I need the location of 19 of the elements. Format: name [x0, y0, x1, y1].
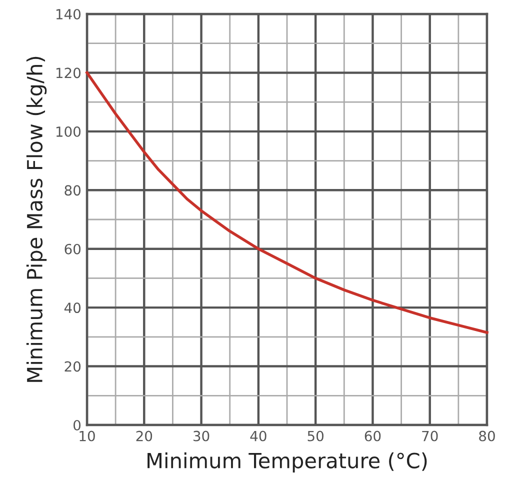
x-tick-label: 70 — [422, 430, 438, 442]
y-tick-label: 100 — [56, 126, 81, 137]
y-tick-label: 20 — [64, 361, 81, 372]
x-axis-title: Minimum Temperature (°C) — [148, 452, 427, 472]
x-tick-label: 50 — [308, 430, 324, 442]
y-tick-label: 120 — [56, 68, 81, 78]
line-series — [86, 71, 488, 334]
x-tick-label: 30 — [194, 430, 210, 442]
x-tick-label: 40 — [250, 430, 266, 442]
y-tick-label: 80 — [64, 185, 81, 196]
y-tick-label: 40 — [64, 302, 81, 314]
x-tick-label: 20 — [136, 430, 152, 442]
y-tick-label: 60 — [64, 244, 81, 254]
x-tick-label: 60 — [364, 430, 381, 442]
y-axis-title: Minimum Pipe Mass Flow (kg/h) — [26, 56, 47, 382]
y-tick-label: 0 — [74, 420, 81, 430]
y-tick-label: 140 — [56, 8, 81, 20]
x-tick-label: 10 — [80, 430, 95, 442]
x-tick-label: 80 — [479, 430, 495, 442]
